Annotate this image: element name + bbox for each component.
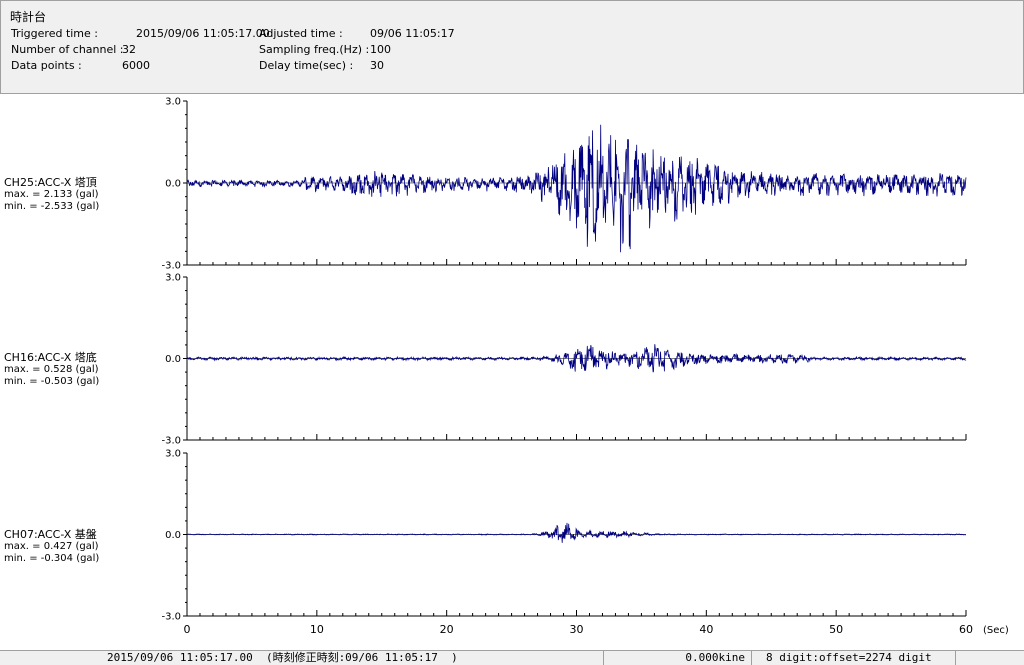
y-tick-label: -3.0 <box>161 436 181 447</box>
channels-value: 32 <box>122 43 136 56</box>
x-unit-label: (Sec) <box>983 625 1009 636</box>
channel-max: max. = 2.133 (gal) <box>4 189 99 200</box>
y-tick-label: -3.0 <box>161 261 181 272</box>
channel-name: CH16:ACC-X 塔底 <box>4 351 97 364</box>
channel-min: min. = -0.304 (gal) <box>4 553 100 564</box>
status-velocity: 0.000kine <box>604 651 752 665</box>
waveform-trace <box>186 124 967 253</box>
waveform-trace <box>186 522 966 543</box>
channel-name: CH07:ACC-X 基盤 <box>4 528 97 541</box>
channel-label-ch16: CH16:ACC-X 塔底 max. = 0.528 (gal) min. = … <box>4 352 99 388</box>
y-tick-label: 0.0 <box>165 354 181 365</box>
adjusted-label: Adjusted time : <box>259 27 343 40</box>
sampling-value: 100 <box>370 43 391 56</box>
channel-name: CH25:ACC-X 塔頂 <box>4 176 97 189</box>
y-tick-label: 0.0 <box>165 530 181 541</box>
x-tick-label: 60 <box>959 623 973 636</box>
y-tick-label: -3.0 <box>161 612 181 623</box>
x-tick-label: 40 <box>699 623 713 636</box>
channel-label-ch25: CH25:ACC-X 塔頂 max. = 2.133 (gal) min. = … <box>4 177 99 213</box>
header-panel: 時計台 Triggered time : 2015/09/06 11:05:17… <box>0 0 1024 94</box>
adjusted-value: 09/06 11:05:17 <box>370 27 455 40</box>
channel-min: min. = -0.503 (gal) <box>4 376 100 387</box>
triggered-value: 2015/09/06 11:05:17.00 <box>136 27 270 40</box>
delay-value: 30 <box>370 59 384 72</box>
channel-max: max. = 0.528 (gal) <box>4 364 99 375</box>
x-tick-label: 10 <box>310 623 324 636</box>
status-empty <box>956 651 1024 665</box>
delay-label: Delay time(sec) : <box>259 59 354 72</box>
points-value: 6000 <box>122 59 150 72</box>
x-tick-label: 0 <box>184 623 191 636</box>
waveform-trace <box>186 344 967 373</box>
channel-max: max. = 0.427 (gal) <box>4 541 99 552</box>
points-label: Data points : <box>11 59 82 72</box>
status-digit: 8 digit:offset=2274 digit <box>752 651 956 665</box>
status-bar: 2015/09/06 11:05:17.00 (時刻修正時刻:09/06 11:… <box>0 650 1024 665</box>
channel-min: min. = -2.533 (gal) <box>4 201 100 212</box>
y-tick-label: 0.0 <box>165 179 181 190</box>
triggered-label: Triggered time : <box>11 27 98 40</box>
channels-label: Number of channel : <box>11 43 124 56</box>
sampling-label: Sampling freq.(Hz) : <box>259 43 370 56</box>
waveform-plot-area[interactable]: CH25:ACC-X 塔頂 max. = 2.133 (gal) min. = … <box>0 95 1024 650</box>
waveform-chart: 3.00.0-3.03.00.0-3.03.00.0-3.00 10 20 30 40 5… <box>161 97 1009 637</box>
station-title: 時計台 <box>10 10 47 24</box>
x-tick-label: 20 <box>440 623 454 636</box>
status-time: 2015/09/06 11:05:17.00 (時刻修正時刻:09/06 11:… <box>0 651 604 665</box>
x-tick-label: 30 <box>570 623 584 636</box>
y-tick-label: 3.0 <box>165 449 181 460</box>
y-tick-label: 3.0 <box>165 273 181 284</box>
y-tick-label: 3.0 <box>165 97 181 108</box>
x-tick-label: 50 <box>829 623 843 636</box>
channel-label-ch07: CH07:ACC-X 基盤 max. = 0.427 (gal) min. = … <box>4 529 99 565</box>
